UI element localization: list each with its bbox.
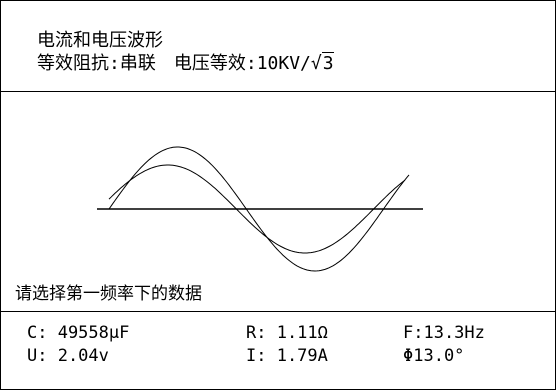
resistance-reading: R: 1.11Ω <box>246 323 328 343</box>
voltage-waveform <box>108 146 410 272</box>
capacitance-reading: C: 49558μF <box>27 323 130 343</box>
voltage-equivalent-value: 10KV/√3 <box>256 52 334 74</box>
waveform-plot <box>97 146 423 272</box>
header-panel: 电流和电压波形 等效阻抗:串联 电压等效:10KV/√3 <box>1 1 555 91</box>
current-waveform <box>108 164 406 254</box>
frequency-reading: F:13.3Hz <box>403 323 485 343</box>
readings-panel: C: 49558μF R: 1.11Ω F:13.3Hz U: 2.04v I:… <box>1 315 555 389</box>
sqrt-symbol: √3 <box>310 52 334 74</box>
current-reading: I: 1.79A <box>246 346 328 366</box>
phase-reading: Φ13.0° <box>403 346 465 366</box>
waveform-panel <box>1 93 555 289</box>
impedance-value: 串联 <box>119 53 156 74</box>
voltage-reading: U: 2.04v <box>27 346 109 366</box>
impedance-label: 等效阻抗: <box>37 53 120 74</box>
voltage-equivalent-label: 电压等效: <box>173 53 257 74</box>
header-divider <box>1 91 555 92</box>
readings-divider <box>1 311 555 312</box>
settings-line: 等效阻抗:串联 电压等效:10KV/√3 <box>37 52 334 75</box>
screen-title: 电流和电压波形 <box>37 30 163 51</box>
select-frequency-prompt: 请选择第一频率下的数据 <box>15 284 202 304</box>
